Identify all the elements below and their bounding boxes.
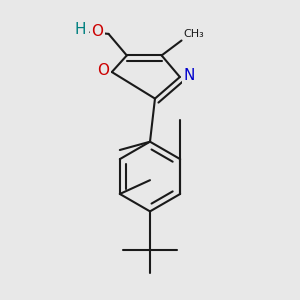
Text: O: O xyxy=(98,63,110,78)
Text: N: N xyxy=(184,68,195,83)
Text: H: H xyxy=(75,22,86,37)
Text: O: O xyxy=(91,24,103,39)
Text: CH₃: CH₃ xyxy=(183,29,204,39)
